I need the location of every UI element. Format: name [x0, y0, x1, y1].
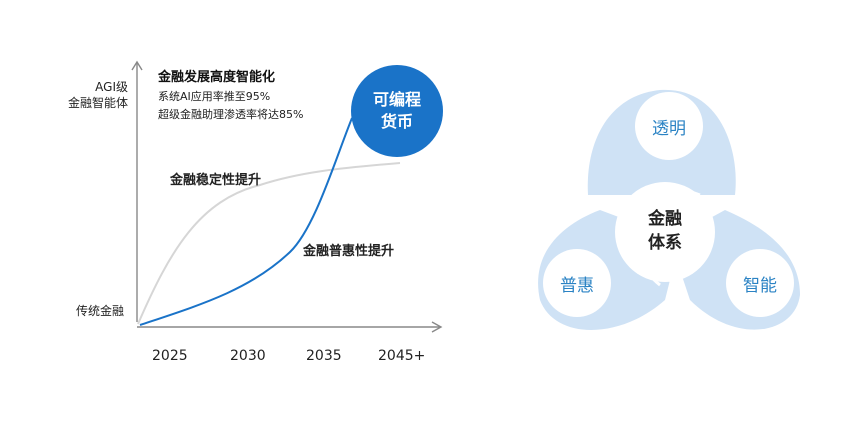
annotation-line-2: 超级金融助理渗透率将达85% [158, 108, 304, 121]
stability-label: 金融稳定性提升 [170, 173, 262, 188]
bubble-line-1: 可编程 [372, 90, 421, 109]
center-line-2: 体系 [648, 233, 682, 253]
x-tick-2035: 2035 [306, 348, 342, 364]
separator-left [618, 209, 661, 287]
center-label: 金融 体系 [625, 207, 705, 255]
inclusiveness-curve [139, 117, 353, 326]
bubble-line-2: 货币 [380, 112, 413, 131]
programmable-money-bubble [351, 65, 443, 157]
node-left-circle [543, 249, 611, 317]
node-right-label: 智能 [743, 276, 777, 296]
y-axis-top-label-line1: AGI级 [95, 80, 128, 94]
y-axis-arrow [131, 60, 143, 71]
financial-system-diagram [538, 89, 800, 330]
annotation-title: 金融发展高度智能化 [158, 70, 276, 85]
y-axis-top-label: AGI级 金融智能体 [60, 79, 128, 111]
x-tick-2025: 2025 [152, 348, 188, 364]
center-line-1: 金融 [648, 209, 682, 229]
node-top-circle [635, 92, 703, 160]
separator-top [624, 188, 701, 207]
y-axis-bottom-label: 传统金融 [75, 304, 124, 318]
separator-right [669, 209, 712, 285]
x-axis-arrow [431, 321, 443, 333]
node-left-label: 普惠 [560, 276, 594, 296]
evolution-chart [131, 60, 443, 333]
inclusiveness-label: 金融普惠性提升 [303, 244, 395, 259]
y-axis-top-label-line2: 金融智能体 [67, 96, 128, 110]
x-tick-2030: 2030 [230, 348, 266, 364]
node-right-circle [726, 249, 794, 317]
annotation-block: 金融发展高度智能化 系统AI应用率推至95% 超级金融助理渗透率将达85% [158, 66, 303, 122]
bubble-text: 可编程 货币 [352, 89, 442, 133]
center-circle [615, 182, 715, 282]
x-tick-2045-plus: 2045+ [378, 348, 426, 364]
stability-curve [137, 162, 401, 325]
node-top-label: 透明 [652, 119, 686, 139]
annotation-line-1: 系统AI应用率推至95% [158, 90, 271, 103]
